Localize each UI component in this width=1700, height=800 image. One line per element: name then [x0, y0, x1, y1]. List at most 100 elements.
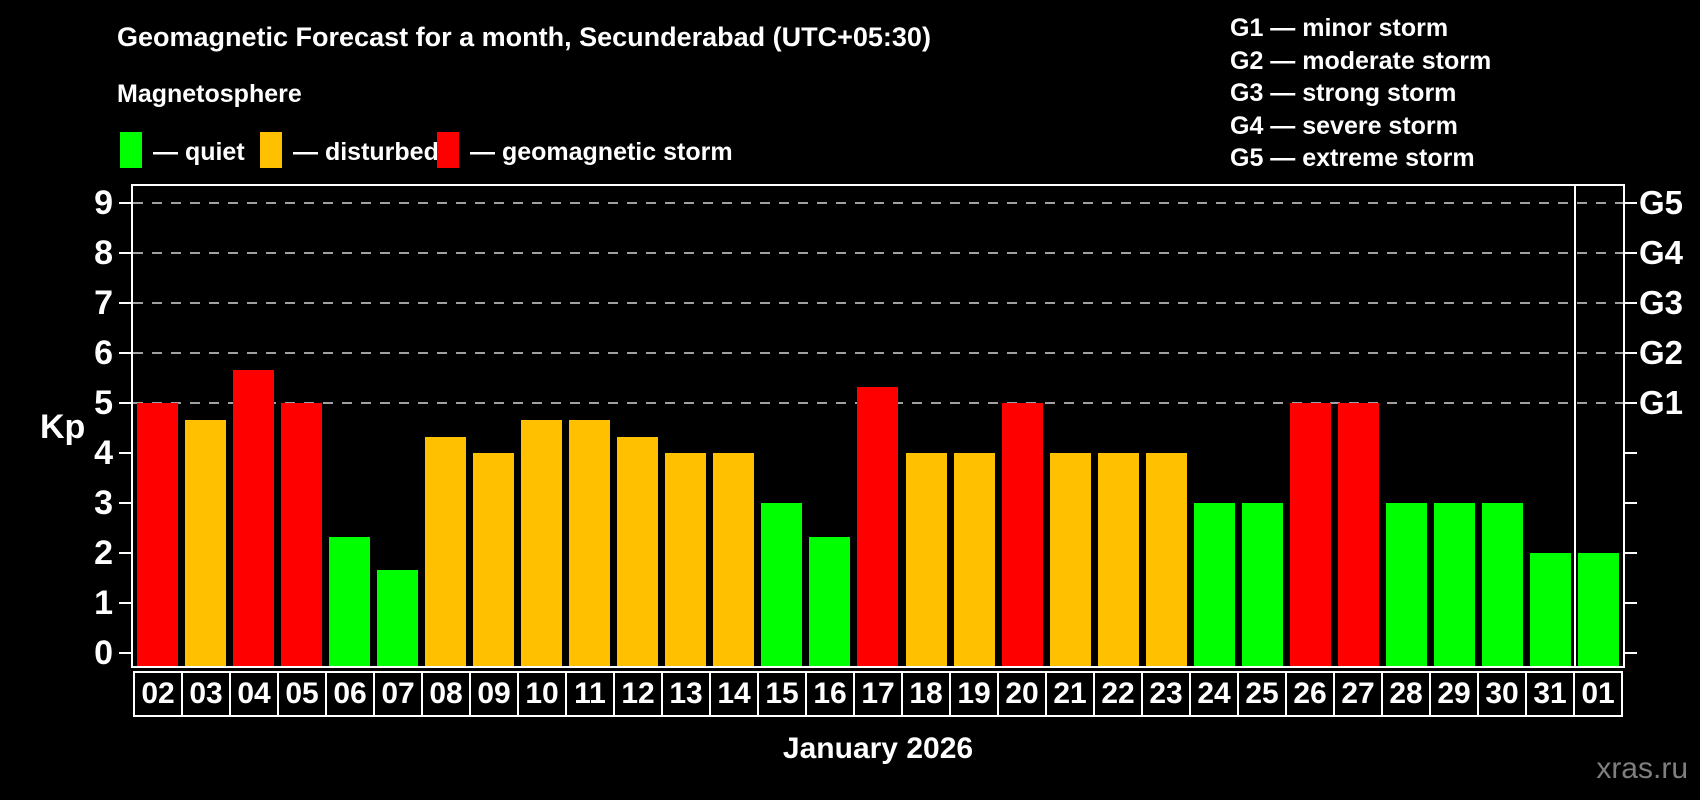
- day-label-cell-12: 12: [613, 671, 663, 717]
- g-scale-axis-label-G1: G1: [1639, 384, 1684, 421]
- y-tick-label-4: 4: [94, 434, 113, 472]
- g-legend-line-2: G2 — moderate storm: [1230, 46, 1492, 75]
- day-label-cell-31: 31: [1525, 671, 1575, 717]
- kp-bar-day-08: [424, 436, 466, 666]
- y-tick-label-7: 7: [94, 284, 113, 322]
- day-label-cell-27: 27: [1333, 671, 1383, 717]
- kp-bar-day-05: [280, 403, 322, 666]
- day-label-cell-26: 26: [1285, 671, 1335, 717]
- kp-bar-day-09: [472, 453, 514, 666]
- day-label-cell-15: 15: [757, 671, 807, 717]
- day-label-cell-28: 28: [1381, 671, 1431, 717]
- kp-bar-day-18: [905, 453, 947, 666]
- kp-bar-day-12: [617, 436, 659, 666]
- month-boundary-line: [1573, 186, 1576, 666]
- kp-bar-day-17: [857, 386, 899, 666]
- kp-bar-day-27: [1338, 403, 1380, 666]
- day-label-cell-13: 13: [661, 671, 711, 717]
- day-label-cell-11: 11: [565, 671, 615, 717]
- kp-bar-day-25: [1241, 503, 1283, 666]
- day-label-cell-16: 16: [805, 671, 855, 717]
- right-axis-tick-kp-6: [1624, 352, 1637, 354]
- g-scale-axis-label-G2: G2: [1639, 334, 1684, 371]
- left-axis-tick-kp-5: [119, 402, 132, 404]
- day-label-cell-18: 18: [901, 671, 951, 717]
- kp-bar-day-11: [569, 419, 611, 666]
- kp-bar-day-30: [1482, 503, 1524, 666]
- left-axis-tick-kp-8: [119, 252, 132, 254]
- kp-bar-day-14: [713, 453, 755, 666]
- kp-bar-day-15: [761, 503, 803, 666]
- g-scale-axis-label-G3: G3: [1639, 284, 1684, 321]
- g-legend-line-3: G3 — strong storm: [1230, 79, 1457, 107]
- day-label-cell-14: 14: [709, 671, 759, 717]
- day-label-cell-17: 17: [853, 671, 903, 717]
- kp-bar-day-01: [1578, 553, 1620, 666]
- day-label-cell-19: 19: [949, 671, 999, 717]
- left-axis-tick-kp-9: [119, 202, 132, 204]
- legend-label-storm: — geomagnetic storm: [470, 138, 733, 166]
- gridline-kp-7: [133, 302, 1623, 304]
- day-label-cell-24: 24: [1189, 671, 1239, 717]
- day-label-cell-03: 03: [181, 671, 231, 717]
- kp-bar-day-31: [1530, 553, 1572, 666]
- y-tick-label-3: 3: [94, 484, 113, 522]
- g-legend-line-1: G1 — minor storm: [1230, 14, 1449, 42]
- left-axis-tick-kp-3: [119, 502, 132, 504]
- gridline-kp-9: [133, 202, 1623, 204]
- x-axis-day-labels: 02 03 04 05 06 07 08 09 10 11 12 13 14 15 16 17 18 19 20 21…: [133, 671, 1623, 717]
- kp-bar-day-16: [809, 536, 851, 666]
- right-axis-tick-kp-3: [1624, 502, 1637, 504]
- legend-swatch-quiet: [120, 132, 142, 168]
- kp-bar-day-28: [1386, 503, 1428, 666]
- chart-title: Geomagnetic Forecast for a month, Secund…: [117, 22, 931, 52]
- watermark: xras.ru: [1596, 752, 1688, 785]
- y-tick-label-2: 2: [94, 534, 113, 572]
- left-axis-tick-kp-1: [119, 602, 132, 604]
- day-label-cell-25: 25: [1237, 671, 1287, 717]
- y-tick-label-1: 1: [94, 584, 113, 622]
- left-axis-tick-kp-0: [119, 652, 132, 654]
- kp-bar-day-26: [1290, 403, 1332, 666]
- g-legend-line-4: G4 — severe storm: [1230, 111, 1458, 140]
- day-label-cell-08: 08: [421, 671, 471, 717]
- day-label-cell-10: 10: [517, 671, 567, 717]
- kp-bar-day-07: [376, 569, 418, 666]
- kp-bar-day-22: [1097, 453, 1139, 666]
- day-label-cell-22: 22: [1093, 671, 1143, 717]
- kp-bar-day-21: [1049, 453, 1091, 666]
- plot-area: 0 1 2 3 4 5 6 7 8 9 G1 G2 G3 G4 G5: [94, 184, 1683, 672]
- right-axis-tick-kp-9: [1624, 202, 1637, 204]
- day-label-cell-30: 30: [1477, 671, 1527, 717]
- kp-bar-day-10: [521, 419, 563, 666]
- right-axis-tick-kp-1: [1624, 602, 1637, 604]
- y-tick-label-9: 9: [94, 184, 113, 222]
- legend-label-disturbed: — disturbed: [293, 138, 439, 166]
- day-label-cell-29: 29: [1429, 671, 1479, 717]
- right-axis-tick-kp-8: [1624, 252, 1637, 254]
- legend-swatch-disturbed: [260, 132, 282, 168]
- right-axis-tick-kp-2: [1624, 552, 1637, 554]
- kp-bar-day-23: [1145, 453, 1187, 666]
- kp-bar-day-29: [1434, 503, 1476, 666]
- y-tick-label-5: 5: [94, 384, 113, 422]
- kp-bar-day-24: [1193, 503, 1235, 666]
- day-label-cell-01: 01: [1573, 671, 1623, 717]
- y-tick-label-8: 8: [94, 234, 113, 272]
- g-legend-line-5: G5 — extreme storm: [1230, 144, 1475, 172]
- left-axis-tick-kp-6: [119, 352, 132, 354]
- g-scale-legend: G1 — minor storm G2 — moderate storm G3 — …: [1230, 12, 1491, 175]
- left-axis-tick-kp-2: [119, 552, 132, 554]
- kp-bar-day-06: [328, 536, 370, 666]
- chart-subtitle: Magnetosphere: [117, 80, 302, 108]
- day-label-cell-05: 05: [277, 671, 327, 717]
- day-label-cell-04: 04: [229, 671, 279, 717]
- left-axis-tick-kp-7: [119, 302, 132, 304]
- day-label-cell-23: 23: [1141, 671, 1191, 717]
- legend-swatch-storm: [437, 132, 459, 168]
- gridline-kp-6: [133, 352, 1623, 354]
- day-label-cell-02: 02: [133, 671, 183, 717]
- x-axis-month-label: January 2026: [782, 732, 974, 765]
- day-label-cell-21: 21: [1045, 671, 1095, 717]
